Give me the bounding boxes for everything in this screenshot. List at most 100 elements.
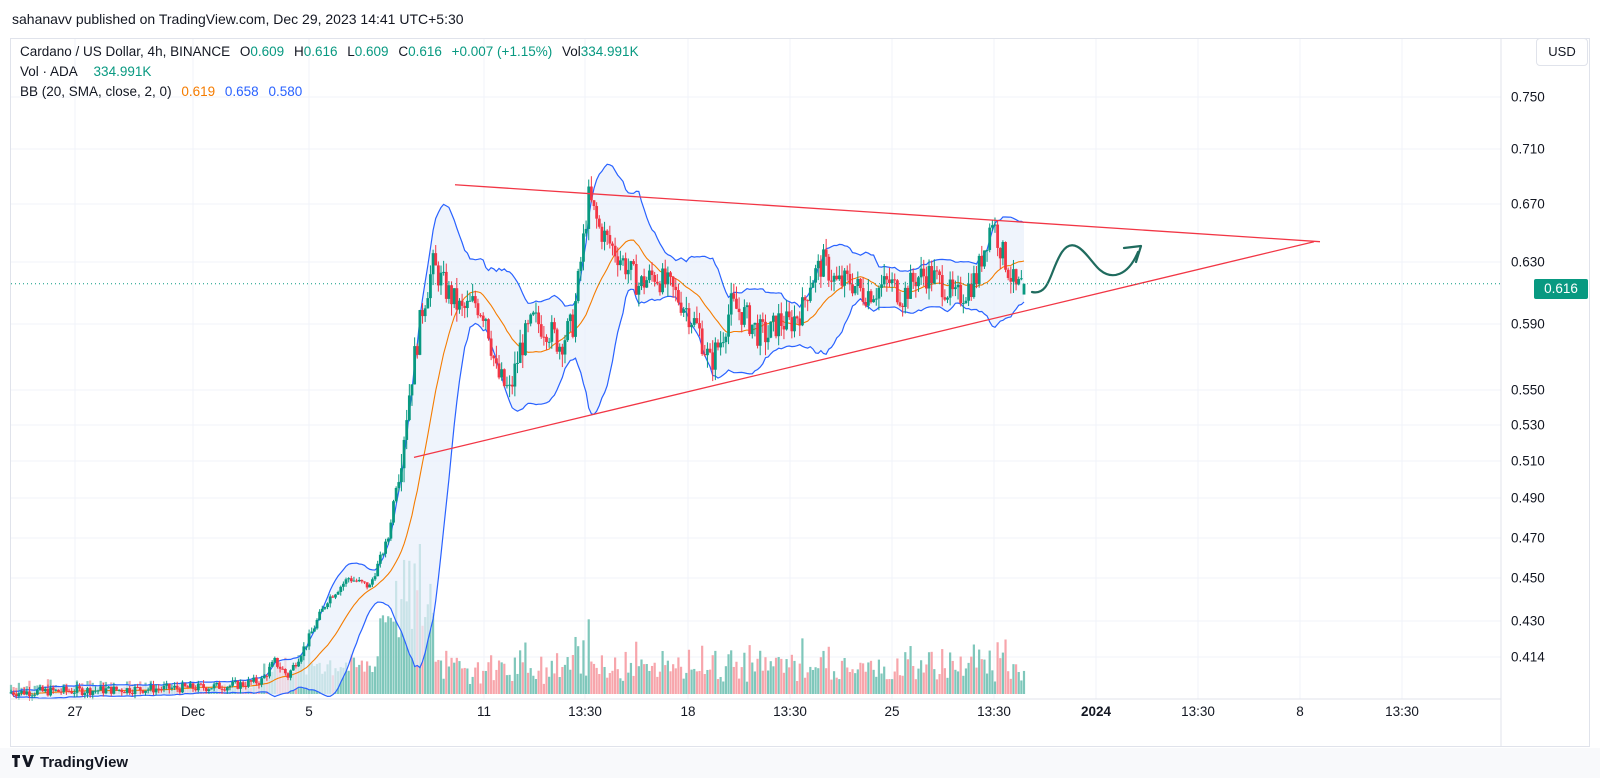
volume-bar: [767, 670, 770, 694]
candle-body: [761, 319, 765, 322]
y-tick-label: 0.450: [1511, 571, 1545, 586]
volume-bar: [540, 656, 543, 694]
volume-bar: [719, 676, 722, 694]
candle-body: [262, 675, 266, 679]
volume-bar: [503, 663, 506, 694]
volume-bar: [600, 655, 604, 694]
volume-bar: [756, 658, 759, 694]
candle-body: [753, 322, 757, 325]
volume-bar: [956, 671, 960, 694]
volume-bar: [851, 669, 854, 694]
triangle-trendlines: [11, 184, 1501, 459]
candle-body: [634, 264, 638, 295]
candle-body: [637, 286, 641, 295]
volume-bar: [387, 616, 390, 694]
candle-body: [917, 277, 920, 287]
candle-body: [12, 692, 16, 695]
volume-bar: [793, 660, 796, 694]
candle-body: [152, 685, 155, 693]
volume-bar: [497, 660, 501, 694]
volume-bar: [735, 661, 738, 694]
candle-body: [539, 324, 543, 337]
candle-body: [748, 305, 752, 335]
candle-body: [946, 297, 949, 300]
candle-body: [450, 285, 453, 305]
candle-body: [698, 323, 701, 329]
volume-bar: [344, 662, 348, 694]
candle-body: [777, 313, 781, 337]
candle-body: [376, 563, 380, 577]
candle-body: [107, 686, 111, 689]
tradingview-logo[interactable]: TradingView: [12, 754, 128, 772]
volume-bar: [479, 683, 482, 694]
candle-body: [576, 270, 580, 302]
volume-bar: [461, 668, 464, 694]
candle-body: [819, 260, 823, 277]
candle-body: [729, 293, 733, 315]
candle-body: [566, 321, 570, 341]
ohlc-row: Cardano / US Dollar, 4h, BINANCE O0.609 …: [20, 42, 639, 62]
candle-body: [666, 272, 670, 285]
x-tick-label: 5: [305, 704, 313, 719]
volume-bar: [584, 675, 588, 694]
candle-body: [355, 580, 358, 582]
candle-body: [626, 269, 630, 275]
candle-body: [479, 315, 482, 317]
candle-body: [803, 297, 807, 301]
volume-bar: [1007, 671, 1010, 694]
change-value: +0.007 (+1.15%): [451, 44, 553, 59]
volume-bar: [463, 667, 466, 694]
candle-body: [806, 300, 810, 302]
volume-bar: [991, 670, 994, 694]
candle-body: [30, 695, 34, 697]
volume-bar: [561, 666, 564, 694]
candle-body: [357, 579, 361, 582]
volume-bar: [751, 662, 754, 694]
volume-bar: [1022, 670, 1026, 694]
symbol-label[interactable]: Cardano / US Dollar, 4h, BINANCE: [20, 44, 231, 59]
time-axis: 27 Dec 5 11 13:30 18 13:30 25 13:30 2024 13:30 8 13:…: [11, 698, 1501, 719]
candle-body: [252, 677, 256, 682]
candle-body: [423, 308, 427, 317]
volume-bar: [701, 645, 704, 694]
candle-body: [286, 673, 290, 678]
volume-bar: [1017, 672, 1020, 694]
currency-button[interactable]: USD: [1536, 38, 1588, 66]
candle-body: [787, 311, 791, 318]
candle-body: [236, 681, 240, 689]
volume-bar: [637, 666, 640, 694]
volume-bar: [827, 646, 830, 694]
volume-bar: [962, 675, 965, 694]
volume-bar: [1001, 652, 1004, 694]
candle-body: [861, 288, 865, 302]
tradingview-brand: TradingView: [40, 754, 129, 771]
candle-body: [481, 315, 485, 321]
candle-body: [526, 323, 530, 325]
candle-body: [711, 352, 715, 370]
candle-body: [183, 683, 187, 687]
volume-bar: [614, 657, 617, 694]
candle-body: [426, 298, 430, 309]
volume-bar: [17, 682, 21, 694]
open-value: 0.609: [250, 44, 285, 59]
candle-body: [101, 686, 105, 694]
volume-bar: [379, 618, 382, 694]
candle-body: [845, 270, 849, 274]
volume-bar: [724, 666, 728, 694]
candle-body: [508, 384, 511, 386]
candle-body: [985, 249, 989, 251]
y-tick-label: 0.750: [1511, 90, 1545, 105]
volume-bar: [495, 669, 498, 694]
candle-body: [996, 224, 1000, 248]
candle-body: [674, 286, 678, 291]
candle-body: [202, 684, 205, 688]
bb-indicator-row[interactable]: BB (20, SMA, close, 2, 0) 0.619 0.658 0.…: [20, 82, 639, 102]
candle-body: [46, 688, 50, 696]
candle-body: [740, 312, 744, 325]
volume-bar: [893, 671, 896, 694]
candle-body: [830, 280, 833, 282]
volume-indicator-row[interactable]: Vol · ADA 334.991K: [20, 62, 639, 82]
candle-body: [43, 688, 47, 692]
candle-body: [679, 302, 683, 313]
